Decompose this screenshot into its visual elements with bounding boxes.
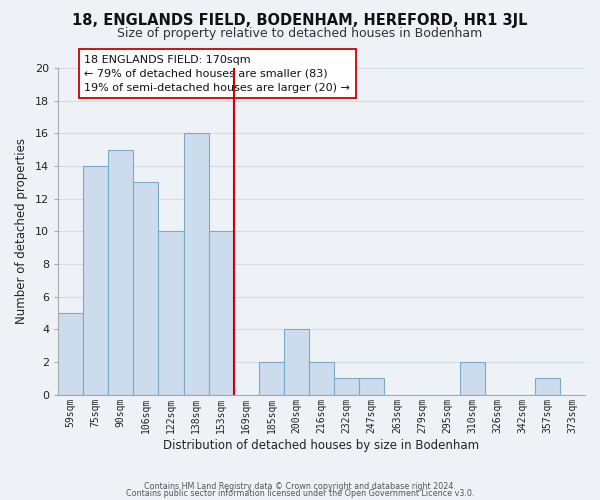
Bar: [309, 362, 334, 394]
Text: Contains public sector information licensed under the Open Government Licence v3: Contains public sector information licen…: [126, 490, 474, 498]
Bar: [158, 231, 184, 394]
Bar: [259, 362, 284, 394]
Text: Size of property relative to detached houses in Bodenham: Size of property relative to detached ho…: [118, 28, 482, 40]
Bar: [209, 231, 234, 394]
Bar: [108, 150, 133, 394]
X-axis label: Distribution of detached houses by size in Bodenham: Distribution of detached houses by size …: [163, 440, 479, 452]
Bar: [359, 378, 384, 394]
Bar: [83, 166, 108, 394]
Bar: [133, 182, 158, 394]
Bar: [284, 329, 309, 394]
Y-axis label: Number of detached properties: Number of detached properties: [15, 138, 28, 324]
Bar: [58, 313, 83, 394]
Bar: [184, 133, 209, 394]
Text: Contains HM Land Registry data © Crown copyright and database right 2024.: Contains HM Land Registry data © Crown c…: [144, 482, 456, 491]
Text: 18, ENGLANDS FIELD, BODENHAM, HEREFORD, HR1 3JL: 18, ENGLANDS FIELD, BODENHAM, HEREFORD, …: [72, 12, 528, 28]
Bar: [460, 362, 485, 394]
Bar: [334, 378, 359, 394]
Bar: [535, 378, 560, 394]
Text: 18 ENGLANDS FIELD: 170sqm
← 79% of detached houses are smaller (83)
19% of semi-: 18 ENGLANDS FIELD: 170sqm ← 79% of detac…: [85, 55, 350, 93]
